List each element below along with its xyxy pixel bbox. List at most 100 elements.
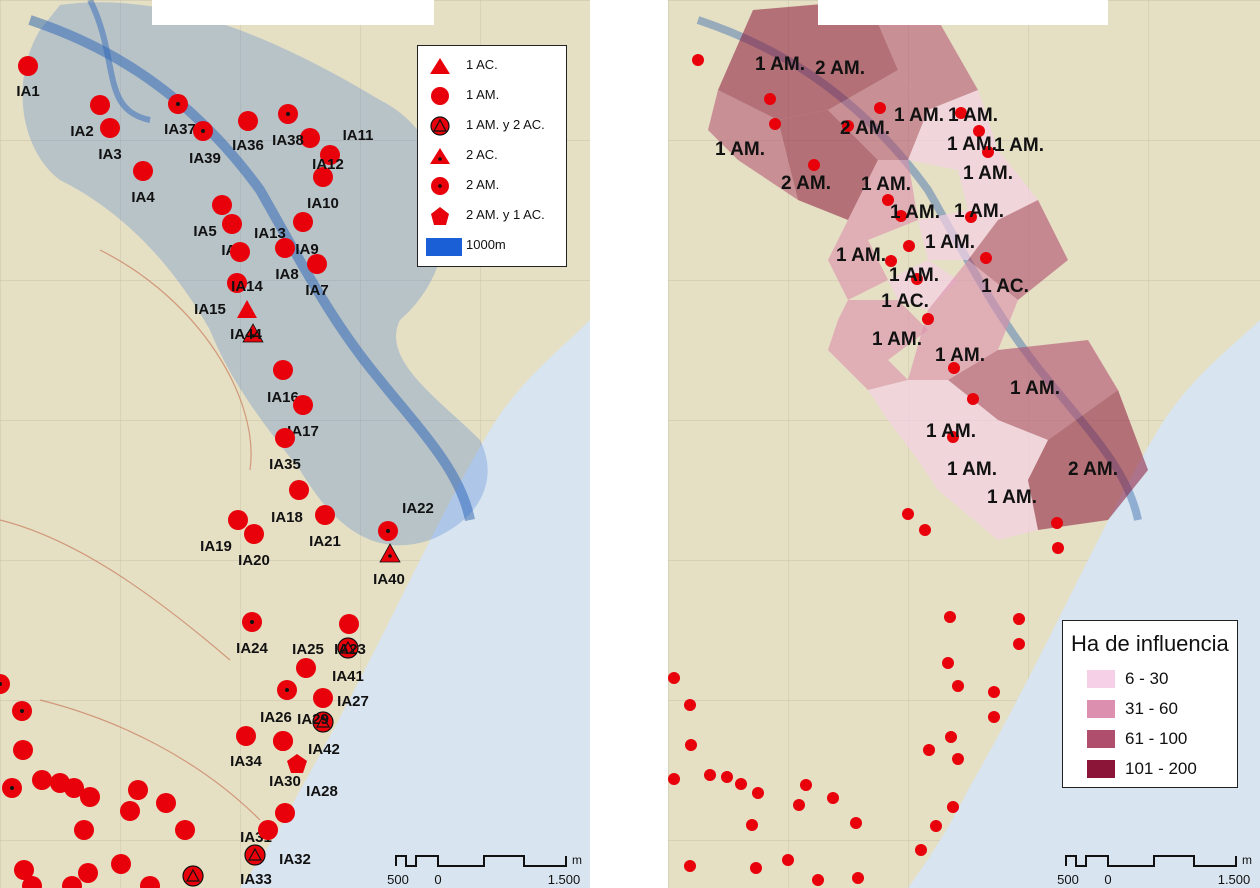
site-circle[interactable] bbox=[230, 242, 250, 262]
site-circle[interactable] bbox=[313, 167, 333, 187]
site-unlabeled[interactable] bbox=[156, 793, 176, 813]
site-circle[interactable] bbox=[315, 505, 335, 525]
site-unlabeled[interactable] bbox=[74, 820, 94, 840]
site-circle[interactable] bbox=[32, 770, 52, 790]
site-dot[interactable] bbox=[769, 118, 781, 130]
site-dot[interactable] bbox=[919, 524, 931, 536]
site-dot[interactable] bbox=[735, 778, 747, 790]
site-circle[interactable] bbox=[128, 780, 148, 800]
site-dot[interactable] bbox=[808, 159, 820, 171]
site-unlabeled[interactable] bbox=[120, 801, 140, 821]
site-circle[interactable] bbox=[90, 95, 110, 115]
site-ia38[interactable]: IA38 bbox=[272, 104, 304, 149]
site-circle[interactable] bbox=[244, 524, 264, 544]
site-dot[interactable] bbox=[945, 731, 957, 743]
site-dot[interactable] bbox=[885, 255, 897, 267]
site-dot[interactable] bbox=[947, 801, 959, 813]
site-unlabeled[interactable] bbox=[62, 876, 82, 888]
site-circle[interactable] bbox=[296, 658, 316, 678]
site-dot[interactable] bbox=[1052, 542, 1064, 554]
site-circle[interactable] bbox=[275, 238, 295, 258]
site-unlabeled[interactable] bbox=[2, 778, 22, 798]
site-unlabeled[interactable] bbox=[78, 863, 98, 883]
site-unlabeled[interactable] bbox=[182, 865, 204, 887]
site-circle[interactable] bbox=[175, 820, 195, 840]
site-dot[interactable] bbox=[948, 362, 960, 374]
site-circle[interactable] bbox=[300, 128, 320, 148]
site-circle[interactable] bbox=[228, 510, 248, 530]
site-dot[interactable] bbox=[942, 657, 954, 669]
site-dot[interactable] bbox=[750, 862, 762, 874]
site-ia42[interactable]: IA42 bbox=[273, 731, 340, 758]
site-dot[interactable] bbox=[793, 799, 805, 811]
site-ia44[interactable]: IA44 bbox=[230, 323, 264, 343]
site-dot[interactable] bbox=[911, 273, 923, 285]
site-dot[interactable] bbox=[684, 699, 696, 711]
site-circle[interactable] bbox=[0, 674, 10, 694]
site-ia36[interactable]: IA36 bbox=[232, 111, 264, 154]
site-unlabeled[interactable] bbox=[0, 674, 10, 694]
site-pentagon[interactable] bbox=[287, 754, 307, 773]
site-dot[interactable] bbox=[988, 711, 1000, 723]
site-unlabeled[interactable] bbox=[12, 701, 32, 721]
site-ia29[interactable]: IA29 bbox=[297, 711, 334, 733]
site-ia1[interactable]: IA1 bbox=[16, 56, 40, 100]
site-circle[interactable] bbox=[111, 854, 131, 874]
site-circle[interactable] bbox=[78, 863, 98, 883]
site-dot[interactable] bbox=[955, 107, 967, 119]
site-circle[interactable] bbox=[212, 195, 232, 215]
site-dot[interactable] bbox=[1051, 517, 1063, 529]
site-ia24[interactable]: IA24 bbox=[236, 612, 268, 657]
site-ia33[interactable]: IA33 bbox=[240, 844, 272, 888]
site-circle[interactable] bbox=[289, 480, 309, 500]
site-ia9[interactable]: IA9 bbox=[293, 212, 319, 258]
site-dot[interactable] bbox=[842, 120, 854, 132]
site-dot[interactable] bbox=[721, 771, 733, 783]
site-dot[interactable] bbox=[980, 252, 992, 264]
site-dot[interactable] bbox=[922, 313, 934, 325]
site-ia40[interactable]: IA40 bbox=[373, 543, 405, 588]
site-dot[interactable] bbox=[874, 102, 886, 114]
site-ia14[interactable]: IA14 bbox=[227, 273, 263, 295]
site-ia11[interactable]: IA11 bbox=[320, 127, 373, 165]
site-dot[interactable] bbox=[668, 773, 680, 785]
site-dot[interactable] bbox=[812, 874, 824, 886]
site-dot[interactable] bbox=[1013, 638, 1025, 650]
site-ia19[interactable]: IA19 bbox=[200, 510, 248, 555]
site-unlabeled[interactable] bbox=[64, 778, 84, 798]
site-unlabeled[interactable] bbox=[22, 876, 42, 888]
site-dot[interactable] bbox=[684, 860, 696, 872]
site-circle[interactable] bbox=[100, 118, 120, 138]
site-unlabeled[interactable] bbox=[175, 820, 195, 840]
site-circle[interactable] bbox=[74, 820, 94, 840]
site-dot[interactable] bbox=[685, 739, 697, 751]
site-unlabeled[interactable] bbox=[140, 876, 160, 888]
site-circle[interactable] bbox=[313, 688, 333, 708]
site-dot[interactable] bbox=[923, 744, 935, 756]
site-circle[interactable] bbox=[80, 787, 100, 807]
site-dot[interactable] bbox=[704, 769, 716, 781]
site-dot[interactable] bbox=[982, 146, 994, 158]
site-ia18[interactable]: IA18 bbox=[271, 480, 309, 526]
site-circle[interactable] bbox=[140, 876, 160, 888]
site-unlabeled[interactable] bbox=[80, 787, 100, 807]
site-ia10[interactable]: IA10 bbox=[307, 167, 339, 212]
site-circle[interactable] bbox=[273, 731, 293, 751]
site-dot[interactable] bbox=[852, 872, 864, 884]
site-ia16[interactable]: IA16 bbox=[267, 360, 299, 406]
site-dot[interactable] bbox=[746, 819, 758, 831]
site-ia34[interactable]: IA34 bbox=[230, 726, 262, 770]
site-dot[interactable] bbox=[947, 431, 959, 443]
site-ia8[interactable]: IA8 bbox=[275, 238, 299, 283]
site-dot[interactable] bbox=[764, 93, 776, 105]
site-triangle[interactable] bbox=[242, 323, 264, 343]
site-circle[interactable] bbox=[320, 145, 340, 165]
site-ia28[interactable]: IA28 bbox=[287, 754, 338, 800]
site-dot[interactable] bbox=[827, 792, 839, 804]
site-triangle[interactable] bbox=[379, 543, 401, 563]
site-dot[interactable] bbox=[930, 820, 942, 832]
site-unlabeled[interactable] bbox=[111, 854, 131, 874]
site-ia41[interactable]: IA41 bbox=[296, 658, 364, 685]
site-circle[interactable] bbox=[227, 273, 247, 293]
site-circle[interactable] bbox=[238, 111, 258, 131]
